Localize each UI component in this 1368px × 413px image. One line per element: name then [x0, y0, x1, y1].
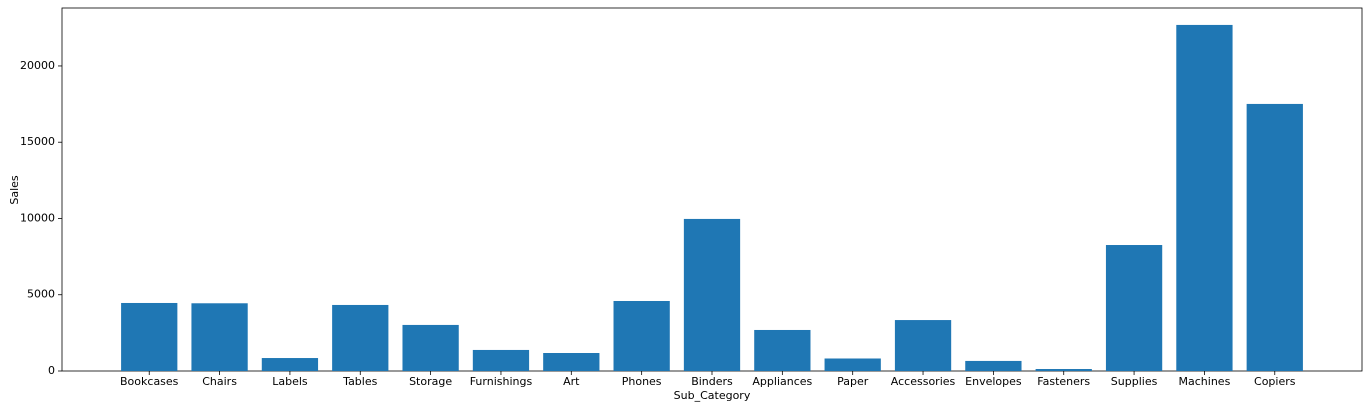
bar [1176, 24, 1233, 371]
bar [121, 302, 178, 371]
y-tick-label: 5000 [27, 288, 55, 301]
bar [332, 304, 389, 371]
bar [402, 324, 459, 371]
bar [754, 329, 811, 371]
x-tick-label: Tables [342, 375, 377, 388]
bar [613, 300, 670, 371]
x-tick-label: Copiers [1254, 375, 1296, 388]
x-tick-label: Appliances [752, 375, 812, 388]
y-tick-label: 0 [48, 364, 55, 377]
x-tick-label: Accessories [891, 375, 956, 388]
bar [543, 353, 600, 371]
bar [894, 320, 952, 371]
x-tick-label: Bookcases [120, 375, 179, 388]
x-axis-label: Sub_Category [674, 389, 751, 402]
x-tick-label: Chairs [202, 375, 237, 388]
bar [472, 349, 530, 371]
x-tick-label: Art [563, 375, 580, 388]
x-tick-label: Machines [1179, 375, 1231, 388]
y-tick-label: 15000 [20, 135, 55, 148]
bar [1105, 245, 1163, 371]
x-tick-label: Envelopes [965, 375, 1022, 388]
x-tick-label: Labels [272, 375, 308, 388]
bar [261, 358, 319, 371]
y-axis-label: Sales [8, 175, 21, 205]
x-tick-label: Furnishings [470, 375, 533, 388]
bar [1035, 369, 1092, 371]
x-tick-label: Storage [409, 375, 452, 388]
bar [1246, 103, 1303, 371]
y-tick-label: 10000 [20, 211, 55, 224]
x-tick-label: Paper [837, 375, 869, 388]
bar [683, 218, 741, 371]
bar [191, 303, 248, 371]
x-tick-label: Phones [622, 375, 662, 388]
bar [965, 360, 1022, 371]
x-tick-label: Fasteners [1037, 375, 1090, 388]
x-tick-label: Binders [691, 375, 733, 388]
x-tick-label: Supplies [1111, 375, 1158, 388]
bar [824, 358, 881, 371]
y-tick-label: 20000 [20, 59, 55, 72]
